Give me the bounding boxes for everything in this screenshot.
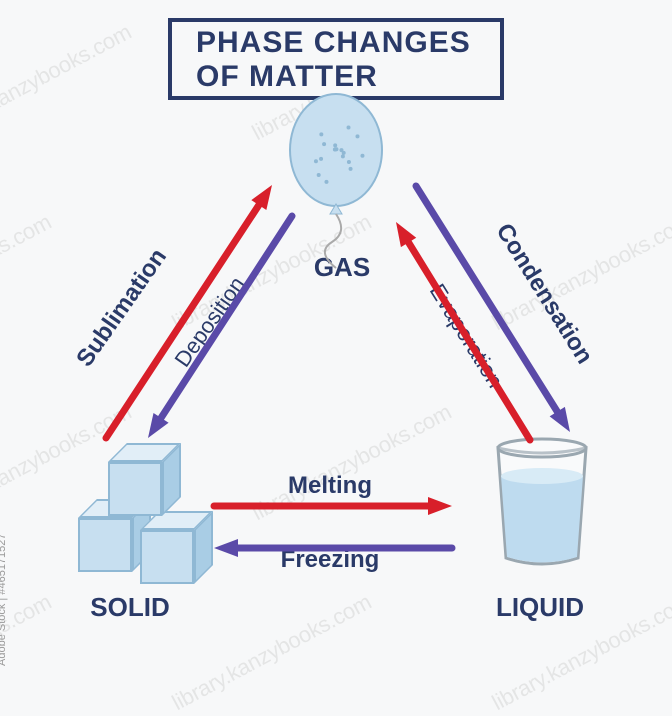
arrows-layer: [0, 0, 672, 672]
diagram-stage: library.kanzybooks.com library.kanzybook…: [0, 0, 672, 672]
